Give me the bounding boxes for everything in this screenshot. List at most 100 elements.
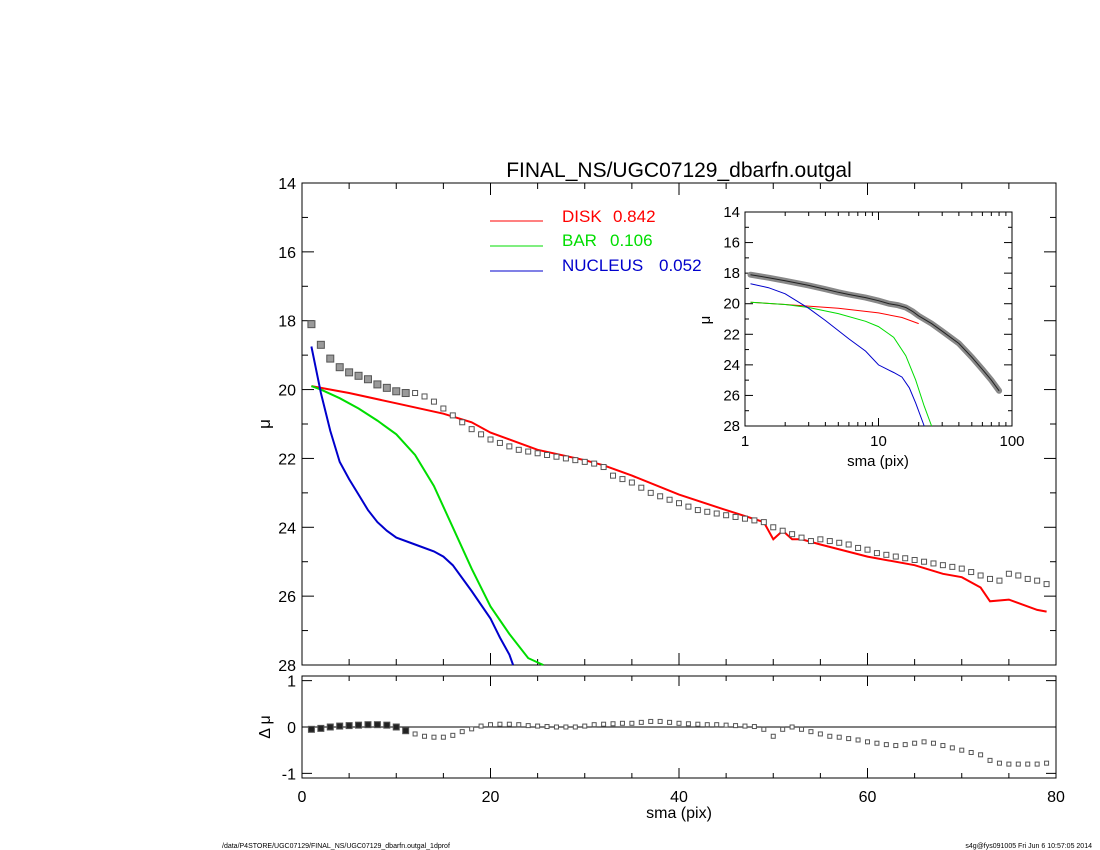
main-data-point <box>930 560 937 567</box>
residual-data-point <box>742 723 748 729</box>
residual-data-point <box>364 721 372 729</box>
main-y-tick-label: 22 <box>278 451 296 468</box>
main-data-point <box>382 383 391 392</box>
inset-y-tick-label: 28 <box>723 418 740 435</box>
main-data-point <box>647 489 654 496</box>
main-data-point <box>392 387 401 396</box>
residual-data-point <box>799 726 805 732</box>
main-series-nucleus-line <box>310 346 515 666</box>
residual-x-tick-label: 80 <box>1047 789 1065 806</box>
main-data-point <box>770 524 777 531</box>
residual-data-point <box>431 734 437 740</box>
legend: DISK 0.842 BAR 0.106 NUCLEUS 0.052 <box>490 207 702 275</box>
main-data-point <box>430 398 437 405</box>
residual-data-point <box>1044 760 1050 766</box>
residual-data-point <box>412 731 418 737</box>
main-series-disk-line <box>311 385 1047 613</box>
residual-data-point <box>930 740 936 746</box>
legend-nucleus-value: 0.052 <box>659 256 702 275</box>
main-data-point <box>496 439 503 446</box>
main-series-bar-line <box>311 385 544 666</box>
residual-data-point <box>572 724 578 730</box>
main-data-point <box>751 517 758 524</box>
main-data-point <box>987 575 994 582</box>
inset-y-tick-label: 22 <box>723 326 740 343</box>
residual-data-point <box>1015 761 1021 767</box>
residual-data-point <box>383 721 391 729</box>
residual-data-point <box>497 721 503 727</box>
main-data-point <box>553 453 560 460</box>
residual-x-axis-label: sma (pix) <box>646 805 712 822</box>
main-data-point <box>572 457 579 464</box>
main-data-point <box>1015 572 1022 579</box>
main-data-point <box>515 446 522 453</box>
footer-timestamp: s4g@fys091005 Fri Jun 6 10:57:05 2014 <box>965 843 1092 850</box>
residual-data-point <box>780 726 786 732</box>
residual-data-point <box>392 723 400 731</box>
main-data-point <box>401 389 410 398</box>
main-y-tick-label: 16 <box>278 245 296 262</box>
inset-plot-frame <box>744 211 1013 427</box>
residual-x-tick-label: 40 <box>670 789 688 806</box>
residual-data-point <box>1006 761 1012 767</box>
main-data-point <box>581 458 588 465</box>
residual-data-point <box>912 740 918 746</box>
residual-data-point <box>317 724 325 732</box>
main-data-point <box>619 476 626 483</box>
inset-x-tick-label: 100 <box>999 433 1024 450</box>
residual-data-point <box>921 739 927 745</box>
footer-file-path: /data/P4STORE/UGC07129/FINAL_NS/UGC07129… <box>222 843 450 850</box>
main-data-point <box>911 556 918 563</box>
residual-data-point <box>996 760 1002 766</box>
main-data-point <box>534 450 541 457</box>
residual-data-point <box>846 736 852 742</box>
residual-data-point <box>440 734 446 740</box>
residual-data-point <box>855 737 861 743</box>
main-data-point <box>440 405 447 412</box>
main-data-point <box>316 340 325 349</box>
main-data-point <box>836 539 843 546</box>
main-data-point <box>723 512 730 519</box>
residual-data-point <box>827 733 833 739</box>
main-data-point <box>478 431 485 438</box>
main-data-point <box>676 500 682 507</box>
residual-data-point <box>638 719 644 725</box>
residual-data-point <box>355 721 363 729</box>
residual-data-point <box>949 745 955 751</box>
residual-data-point <box>336 722 344 730</box>
main-data-point <box>1024 575 1031 582</box>
main-data-point <box>525 448 532 455</box>
main-axis-ticks: 14 16 18 20 22 24 26 28 <box>278 176 1057 675</box>
residual-data-point <box>836 734 842 740</box>
residual-data-point <box>817 731 823 737</box>
main-data-point <box>798 534 805 541</box>
residual-data-point <box>733 723 739 729</box>
main-data-point <box>591 460 598 467</box>
main-data-point <box>562 455 569 462</box>
residual-data-point <box>1034 761 1040 767</box>
residual-data-point <box>619 720 625 726</box>
main-y-tick-label: 26 <box>278 589 296 606</box>
main-data-point <box>335 363 344 372</box>
residual-data-point <box>978 752 984 758</box>
inset-y-tick-label: 24 <box>723 357 740 374</box>
main-data-point <box>807 538 814 545</box>
residual-data-point <box>544 724 550 730</box>
main-data-point <box>666 496 673 503</box>
main-data-point <box>1005 570 1012 577</box>
residual-data-point <box>553 724 559 730</box>
residual-data-point <box>648 718 654 724</box>
residual-data-point <box>902 742 908 748</box>
inset-data-line <box>750 274 1000 392</box>
inset-x-tick-label: 1 <box>741 433 749 450</box>
main-data-point <box>949 563 956 570</box>
residual-data-point <box>591 722 597 728</box>
residual-data-point <box>422 733 428 739</box>
residual-data-point <box>893 743 899 749</box>
main-data-point <box>902 555 909 562</box>
main-data-point <box>713 510 720 517</box>
residual-data-point <box>751 724 757 730</box>
legend-disk-label: DISK <box>562 207 602 226</box>
main-y-tick-label: 18 <box>278 314 296 331</box>
main-y-tick-label: 28 <box>278 658 296 675</box>
